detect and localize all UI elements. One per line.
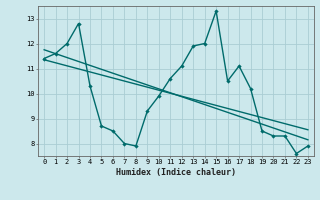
X-axis label: Humidex (Indice chaleur): Humidex (Indice chaleur) bbox=[116, 168, 236, 177]
